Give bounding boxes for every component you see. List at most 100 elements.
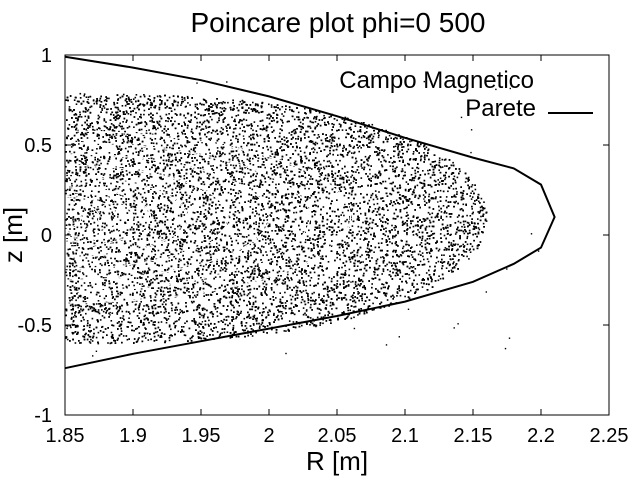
poincare-point <box>478 200 480 203</box>
poincare-point <box>447 261 450 263</box>
poincare-point <box>445 267 448 269</box>
poincare-point <box>350 232 352 234</box>
poincare-point <box>383 214 385 216</box>
poincare-point <box>312 121 315 124</box>
poincare-point <box>340 214 342 216</box>
poincare-point <box>336 251 338 253</box>
poincare-point <box>151 133 154 136</box>
poincare-point <box>138 192 140 194</box>
poincare-point <box>371 277 373 280</box>
poincare-point <box>180 163 183 165</box>
poincare-point <box>296 116 298 118</box>
poincare-point <box>309 178 311 180</box>
poincare-point <box>157 127 159 130</box>
poincare-point <box>209 311 212 314</box>
poincare-point <box>360 177 363 179</box>
poincare-point <box>368 248 370 250</box>
poincare-point <box>211 231 214 233</box>
poincare-point <box>208 252 210 254</box>
poincare-point <box>223 107 226 109</box>
poincare-point <box>196 281 199 284</box>
poincare-point <box>458 259 460 261</box>
poincare-point <box>387 209 389 211</box>
poincare-point <box>139 283 141 285</box>
poincare-point <box>159 288 162 291</box>
poincare-point <box>429 265 431 268</box>
poincare-point <box>65 309 68 312</box>
poincare-point <box>96 291 99 294</box>
poincare-point <box>75 299 77 302</box>
poincare-point <box>138 308 140 311</box>
poincare-point <box>428 195 430 198</box>
poincare-point <box>475 226 477 228</box>
poincare-point <box>239 100 242 103</box>
poincare-point <box>183 277 185 280</box>
poincare-point <box>237 114 240 116</box>
poincare-point <box>271 173 274 176</box>
poincare-point <box>322 236 325 238</box>
poincare-point <box>317 183 319 186</box>
poincare-point <box>360 261 362 263</box>
poincare-point <box>336 256 338 259</box>
poincare-point <box>214 103 217 106</box>
poincare-point <box>143 191 146 194</box>
poincare-point <box>357 166 360 168</box>
poincare-point <box>442 205 445 207</box>
poincare-point <box>271 170 274 172</box>
poincare-point <box>466 255 468 258</box>
poincare-point <box>419 260 422 263</box>
poincare-point <box>135 94 138 96</box>
poincare-point <box>99 127 101 130</box>
poincare-point <box>165 146 168 149</box>
poincare-point <box>84 222 86 225</box>
poincare-point <box>457 259 460 262</box>
poincare-point <box>297 201 300 204</box>
poincare-point <box>356 288 359 290</box>
poincare-point <box>413 258 415 260</box>
poincare-point <box>143 178 146 181</box>
poincare-point <box>184 144 186 147</box>
poincare-point <box>343 206 345 209</box>
poincare-point <box>263 246 265 248</box>
poincare-point <box>235 239 238 242</box>
poincare-point <box>93 215 95 217</box>
poincare-point <box>106 309 109 312</box>
poincare-point <box>474 203 476 205</box>
poincare-point <box>410 140 413 142</box>
poincare-point <box>383 259 385 262</box>
poincare-point <box>318 136 320 138</box>
poincare-point <box>414 196 416 198</box>
poincare-point <box>190 204 192 206</box>
poincare-point <box>356 265 359 267</box>
poincare-point <box>285 250 288 252</box>
poincare-point <box>396 191 399 194</box>
poincare-point <box>340 243 342 245</box>
poincare-point <box>173 99 176 102</box>
poincare-point <box>245 103 247 106</box>
poincare-point <box>410 254 413 256</box>
poincare-point <box>201 141 203 144</box>
poincare-point <box>210 258 212 261</box>
poincare-point <box>438 248 441 251</box>
poincare-point <box>246 285 249 288</box>
poincare-point <box>156 274 158 277</box>
poincare-point <box>260 323 263 326</box>
poincare-point <box>125 170 128 172</box>
poincare-point <box>68 106 71 108</box>
poincare-point <box>374 296 376 299</box>
poincare-point <box>389 302 392 305</box>
poincare-point <box>401 146 403 148</box>
poincare-point <box>411 246 413 248</box>
poincare-point <box>119 219 122 222</box>
poincare-point <box>162 213 165 215</box>
poincare-point <box>406 282 408 284</box>
poincare-point <box>198 225 200 227</box>
poincare-point <box>252 129 254 132</box>
poincare-point <box>137 175 140 178</box>
poincare-point <box>178 224 181 227</box>
poincare-point <box>81 238 84 240</box>
poincare-point <box>96 128 98 131</box>
poincare-point <box>212 165 214 167</box>
poincare-point <box>217 200 220 202</box>
poincare-point <box>118 175 121 177</box>
